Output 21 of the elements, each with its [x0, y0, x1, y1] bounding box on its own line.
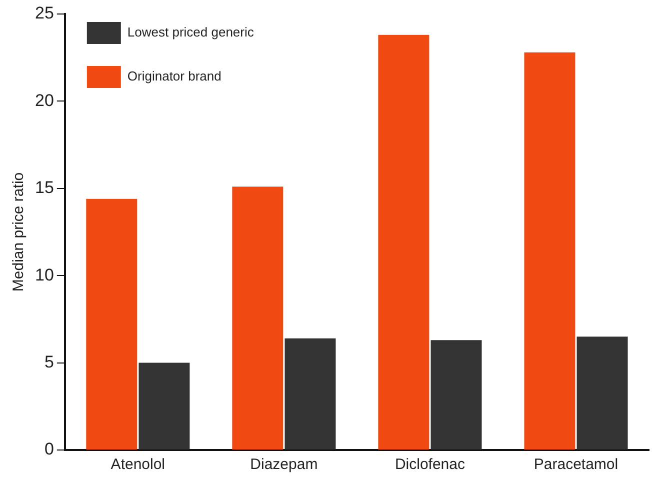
legend-label: Originator brand — [127, 68, 222, 84]
x-tick-label: Diazepam — [250, 456, 318, 474]
x-tick-label: Diclofenac — [394, 456, 466, 474]
bar — [378, 34, 430, 450]
legend-label: Lowest priced generic — [127, 24, 254, 40]
bar — [86, 198, 138, 450]
y-axis-title: Median price ratio — [10, 172, 28, 292]
y-tick-label: 25 — [34, 4, 54, 23]
y-tick-label: 0 — [44, 440, 54, 459]
y-tick-label: 10 — [34, 265, 54, 284]
y-tick-label: 20 — [34, 90, 54, 110]
bar — [430, 340, 482, 450]
bar — [232, 186, 284, 450]
bar — [138, 362, 190, 450]
x-tick-label: Paracetamol — [534, 456, 618, 474]
y-tick-label: 15 — [34, 178, 54, 198]
bar — [576, 336, 628, 450]
bar — [284, 338, 336, 450]
y-tick-label: 5 — [44, 352, 54, 372]
bar — [524, 52, 576, 450]
x-tick-label: Atenolol — [110, 456, 166, 474]
